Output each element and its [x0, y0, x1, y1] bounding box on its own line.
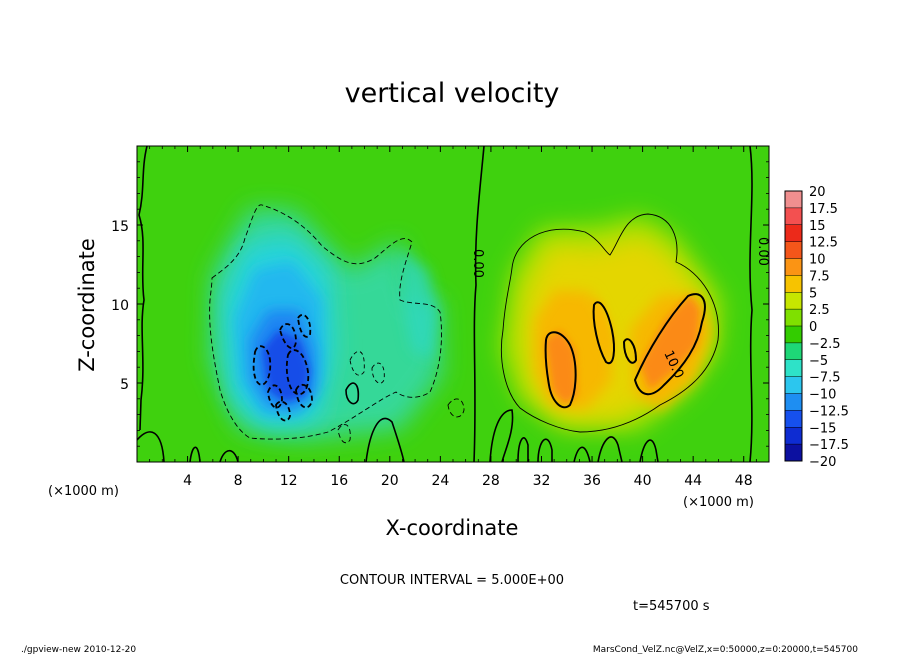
x-unit-label-right: (×1000 m)	[683, 495, 754, 510]
zero-contour-middle	[473, 146, 485, 462]
colorbar-label: −10	[809, 388, 836, 403]
x-unit-label-left: (×1000 m)	[48, 484, 119, 499]
minus5-contour	[209, 204, 442, 440]
x-tick-label: 44	[684, 473, 702, 489]
colorbar-swatch	[785, 241, 802, 259]
colorbar-swatch	[785, 359, 802, 378]
colorbar-swatch	[785, 191, 802, 209]
colorbar-swatch	[785, 207, 802, 226]
colorbar-swatch	[785, 292, 802, 310]
z-tick-label: 15	[111, 219, 129, 235]
contour-label-left-zero: 0.00	[470, 249, 485, 278]
colorbar-label: 5	[809, 286, 817, 301]
x-tick-label: 12	[280, 473, 298, 489]
colorbar-swatch	[785, 410, 802, 428]
colorbar-label: −7.5	[809, 371, 841, 386]
plot-area: 0.00 0.00 10.0	[137, 146, 770, 462]
x-axis: 4 8 12 16 20 24 28 32 36 40 44 48	[149, 146, 770, 489]
colorbar-label: 10	[809, 253, 826, 268]
z-tick-label: 5	[120, 377, 129, 393]
colorbar-label: 15	[809, 219, 826, 234]
x-tick-label: 36	[583, 473, 601, 489]
colorbar-label: 12.5	[809, 236, 838, 251]
z-axis-label: Z-coordinate	[75, 238, 99, 372]
colorbar-label: 20	[809, 185, 826, 200]
footer-left: ./gpview-new 2010-12-20	[21, 645, 136, 654]
time-text: t=545700 s	[633, 599, 710, 614]
x-tick-label: 48	[735, 473, 753, 489]
downdraft-region	[210, 208, 442, 440]
colorbar-swatch	[785, 342, 802, 361]
chart-title: vertical velocity	[345, 78, 560, 109]
plus10-contours	[544, 293, 706, 409]
colorbar-swatch	[785, 326, 802, 344]
colorbar-swatch	[785, 376, 802, 394]
x-tick-label: 32	[533, 473, 551, 489]
colorbar-label: −5	[809, 354, 828, 369]
footer-right: MarsCond_VelZ.nc@VelZ,x=0:50000,z=0:2000…	[593, 645, 858, 654]
x-tick-label: 4	[183, 473, 192, 489]
colorbar-swatch	[785, 258, 802, 276]
colorbar-label: −2.5	[809, 337, 841, 352]
contour-label-right-zero: 0.00	[755, 237, 770, 266]
colorbar-label: 17.5	[809, 202, 838, 217]
x-axis-label: X-coordinate	[386, 516, 519, 540]
colorbar-label: −12.5	[809, 404, 849, 419]
x-tick-label: 28	[482, 473, 500, 489]
zero-contour-right	[749, 146, 753, 462]
colorbar-swatch	[785, 444, 802, 462]
x-tick-label: 8	[234, 473, 243, 489]
x-tick-label: 40	[634, 473, 652, 489]
colorbar-label: −20	[809, 455, 836, 470]
colorbar-label: 0	[809, 320, 817, 335]
minus10-contours	[252, 314, 313, 422]
x-tick-label: 16	[330, 473, 348, 489]
z-axis: 5 10 15	[111, 161, 769, 447]
colorbar-label: −15	[809, 421, 836, 436]
z-tick-label: 10	[111, 298, 129, 314]
contour-lines	[137, 146, 753, 462]
x-tick-label: 20	[381, 473, 399, 489]
x-tick-label: 24	[431, 473, 449, 489]
colorbar-swatch	[785, 224, 802, 243]
colorbar-swatch	[785, 393, 802, 411]
contour-interval-text: CONTOUR INTERVAL = 5.000E+00	[340, 573, 564, 588]
colorbar-label: −17.5	[809, 438, 849, 453]
colorbar-swatch	[785, 275, 802, 293]
zero-contour-left	[138, 146, 148, 431]
colorbar-swatch	[785, 309, 802, 327]
plus5-contour	[500, 213, 719, 433]
colorbar-swatch	[785, 427, 802, 445]
colorbar-label: 2.5	[809, 303, 830, 318]
colorbar-label: 7.5	[809, 269, 830, 284]
colorbar: 20 17.5 15 12.5 107.5 5 2.5 0 −2.5 −5 −7.5 −10−12.5…	[784, 185, 849, 470]
